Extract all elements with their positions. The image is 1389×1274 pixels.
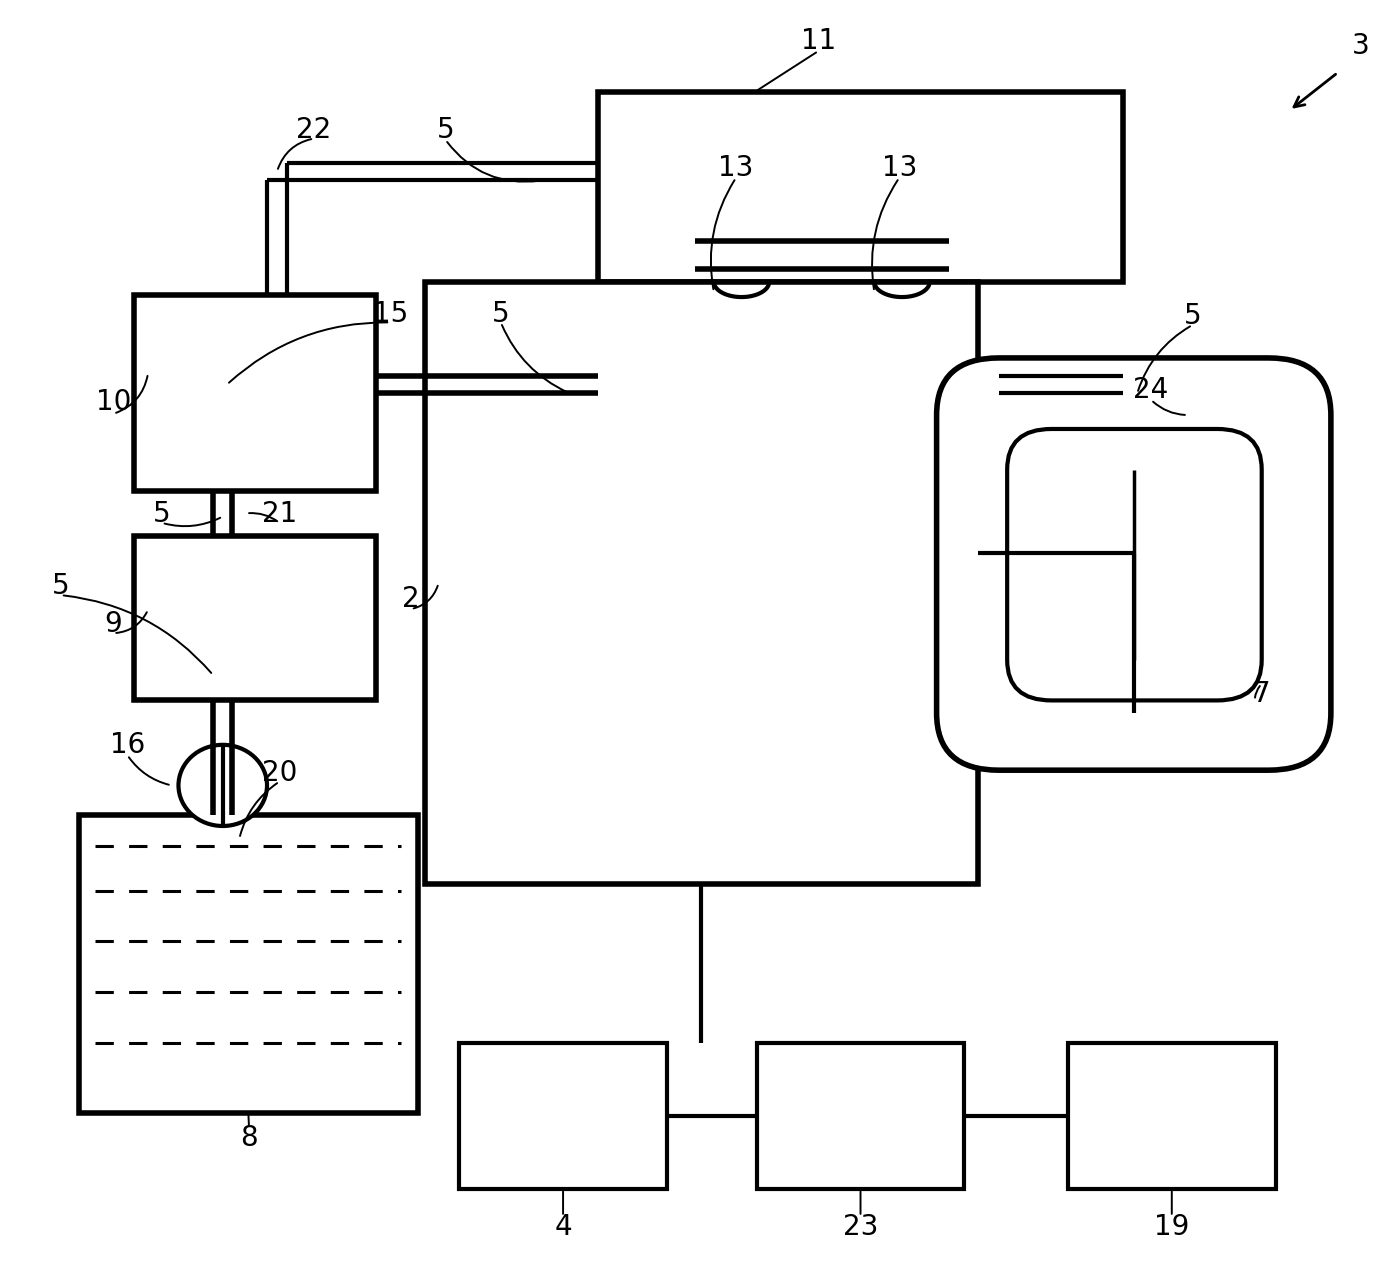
Bar [1068,1043,1275,1189]
Text: 21: 21 [263,499,297,527]
Text: 13: 13 [882,154,917,182]
Text: 20: 20 [261,759,297,787]
Text: 5: 5 [51,572,69,600]
Bar [135,535,376,701]
Bar [460,1043,667,1189]
Text: 8: 8 [240,1124,258,1152]
Text: 22: 22 [296,116,332,144]
Text: 9: 9 [104,610,122,638]
Text: 5: 5 [1183,302,1201,330]
Text: 24: 24 [1133,376,1168,404]
Bar [597,92,1124,282]
Text: 15: 15 [372,299,408,327]
Bar [425,282,978,884]
Text: 7: 7 [1253,680,1271,708]
Text: 19: 19 [1154,1213,1189,1241]
Text: 13: 13 [718,154,754,182]
Text: 10: 10 [96,389,131,417]
Bar [79,814,418,1112]
Bar [135,294,376,492]
Text: 5: 5 [436,116,454,144]
FancyBboxPatch shape [936,358,1331,771]
FancyBboxPatch shape [1007,429,1261,701]
Text: 16: 16 [110,731,144,759]
Bar [757,1043,964,1189]
Text: 5: 5 [492,299,510,327]
Text: 2: 2 [401,585,419,613]
Text: 5: 5 [153,499,171,527]
Text: 23: 23 [843,1213,878,1241]
Text: 4: 4 [554,1213,572,1241]
Text: 3: 3 [1351,32,1370,60]
Text: 11: 11 [801,27,836,55]
Circle shape [178,745,267,826]
